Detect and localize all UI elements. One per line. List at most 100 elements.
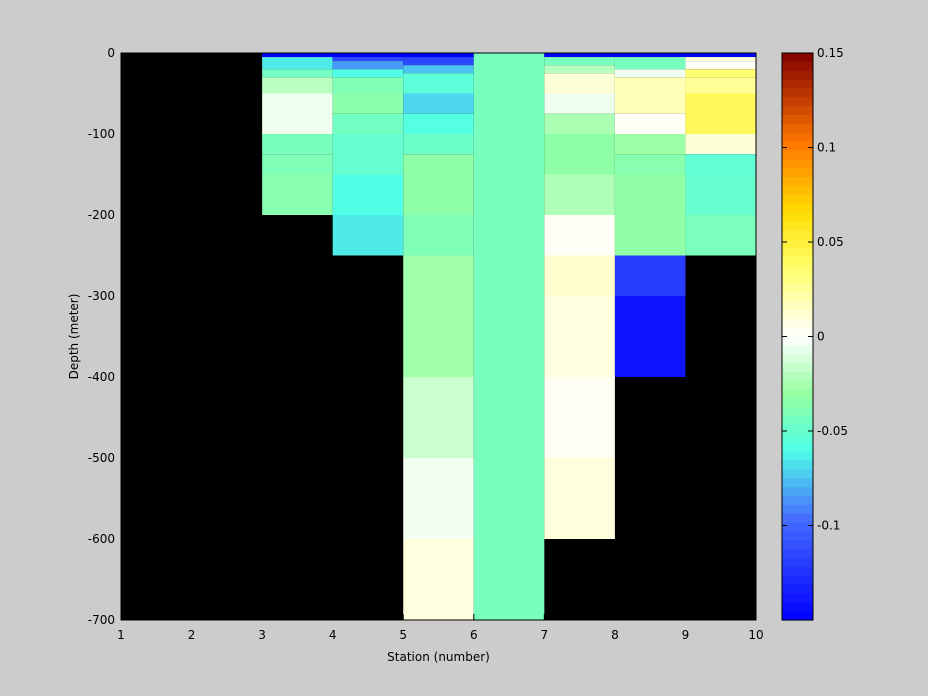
heatmap-cell bbox=[614, 53, 686, 58]
heatmap-cell bbox=[685, 57, 756, 62]
heatmap-cell bbox=[614, 154, 686, 175]
x-tick-label: 4 bbox=[329, 628, 337, 642]
heatmap-cell bbox=[403, 377, 474, 458]
colorbar-step bbox=[782, 363, 813, 373]
colorbar-step bbox=[782, 487, 813, 497]
heatmap-cell bbox=[403, 134, 474, 155]
heatmap-cell bbox=[403, 154, 474, 215]
colorbar-step bbox=[782, 425, 813, 435]
heatmap-cell bbox=[685, 61, 756, 70]
y-tick-label: 0 bbox=[107, 46, 115, 60]
colorbar-ticks: 0.15 0.1 0.05 0 -0.05 -0.1 bbox=[782, 46, 848, 533]
colorbar-step bbox=[782, 407, 813, 417]
colorbar-step bbox=[782, 194, 813, 205]
colorbar-step bbox=[782, 256, 813, 267]
colorbar-step bbox=[782, 88, 813, 98]
heatmap-cell bbox=[614, 255, 686, 296]
colorbar-step bbox=[782, 336, 813, 346]
colorbar-step bbox=[782, 371, 813, 382]
x-axis-ticks: 1 2 3 4 5 6 7 8 9 10 bbox=[117, 614, 764, 642]
x-tick-label: 1 bbox=[117, 628, 125, 642]
colorbar-step bbox=[782, 354, 813, 364]
colorbar-step bbox=[782, 247, 813, 258]
colorbar-step bbox=[782, 70, 813, 81]
colorbar-step bbox=[782, 141, 813, 152]
colorbar-step bbox=[782, 469, 813, 479]
heatmap-cell bbox=[544, 377, 615, 458]
y-tick-label: -300 bbox=[88, 289, 115, 303]
colorbar-step bbox=[782, 575, 813, 586]
colorbar-step bbox=[782, 513, 813, 524]
colorbar-step bbox=[782, 301, 813, 311]
colorbar-step bbox=[782, 460, 813, 470]
heatmap-cell bbox=[262, 174, 333, 215]
y-tick-label: -500 bbox=[88, 451, 115, 465]
heatmap-cell bbox=[403, 65, 474, 74]
heatmap-cell bbox=[544, 134, 615, 175]
heatmap-cell bbox=[473, 53, 545, 620]
heatmap-cell bbox=[403, 113, 474, 134]
colorbar-tick-label: 0.15 bbox=[817, 46, 844, 60]
heatmap-cell bbox=[614, 134, 686, 155]
colorbar-step bbox=[782, 177, 813, 187]
colorbar-step bbox=[782, 274, 813, 284]
colorbar-tick-label: -0.1 bbox=[817, 519, 840, 533]
colorbar-step bbox=[782, 451, 813, 462]
heatmap-cell bbox=[544, 113, 615, 134]
heatmap-cell bbox=[685, 77, 756, 94]
heatmap-cell bbox=[544, 458, 615, 539]
x-tick-label: 10 bbox=[748, 628, 763, 642]
colorbar-step bbox=[782, 442, 813, 453]
colorbar-step bbox=[782, 611, 813, 621]
colorbar-step bbox=[782, 433, 813, 444]
heatmap-cell bbox=[685, 69, 756, 78]
heatmap-cell bbox=[685, 174, 756, 215]
colorbar-step bbox=[782, 531, 813, 541]
heatmap-cell bbox=[403, 53, 474, 58]
colorbar-tick-label: 0.1 bbox=[817, 141, 836, 155]
heatmap-cell bbox=[544, 65, 615, 74]
colorbar-gradient bbox=[782, 53, 813, 621]
colorbar-step bbox=[782, 168, 813, 178]
colorbar-step bbox=[782, 584, 813, 595]
colorbar-step bbox=[782, 602, 813, 612]
colorbar-step bbox=[782, 540, 813, 550]
heatmap-cell bbox=[614, 113, 686, 134]
y-tick-label: -700 bbox=[88, 613, 115, 627]
colorbar-step bbox=[782, 53, 813, 63]
colorbar-step bbox=[782, 478, 813, 488]
heatmap-cell bbox=[685, 215, 756, 256]
heatmap-cell bbox=[614, 57, 686, 70]
colorbar-step bbox=[782, 123, 813, 134]
heatmap-axes: 1 2 3 4 5 6 7 8 9 10 0 -100 -200 -300 -400 -500 -600 -70… bbox=[67, 46, 764, 664]
heatmap-cell bbox=[544, 57, 615, 66]
colorbar-step bbox=[782, 115, 813, 125]
heatmap-cell bbox=[262, 93, 333, 134]
colorbar-step bbox=[782, 212, 813, 222]
colorbar-step bbox=[782, 292, 813, 302]
colorbar-step bbox=[782, 309, 813, 320]
heatmap-cell bbox=[614, 174, 686, 256]
plot-frame bbox=[120, 52, 757, 621]
heatmap-cell bbox=[403, 57, 474, 66]
heatmap-cell bbox=[332, 215, 404, 256]
heatmap-cell bbox=[544, 73, 615, 94]
heatmap-cell bbox=[262, 69, 333, 78]
heatmap-cell bbox=[544, 296, 615, 377]
heatmap-cell bbox=[332, 53, 404, 58]
x-tick-label: 9 bbox=[682, 628, 690, 642]
colorbar-step bbox=[782, 265, 813, 276]
heatmap-cell bbox=[685, 134, 756, 155]
heatmap-cell bbox=[403, 255, 474, 377]
heatmap-cell bbox=[332, 113, 404, 134]
x-tick-label: 8 bbox=[611, 628, 619, 642]
heatmap-cell bbox=[262, 134, 333, 155]
heatmap-cell bbox=[332, 57, 404, 62]
heatmap-cell bbox=[332, 134, 404, 175]
colorbar-step bbox=[782, 327, 813, 338]
heatmap-cell bbox=[403, 73, 474, 94]
colorbar-step bbox=[782, 380, 813, 391]
heatmap-cell bbox=[614, 77, 686, 114]
colorbar-step bbox=[782, 522, 813, 533]
